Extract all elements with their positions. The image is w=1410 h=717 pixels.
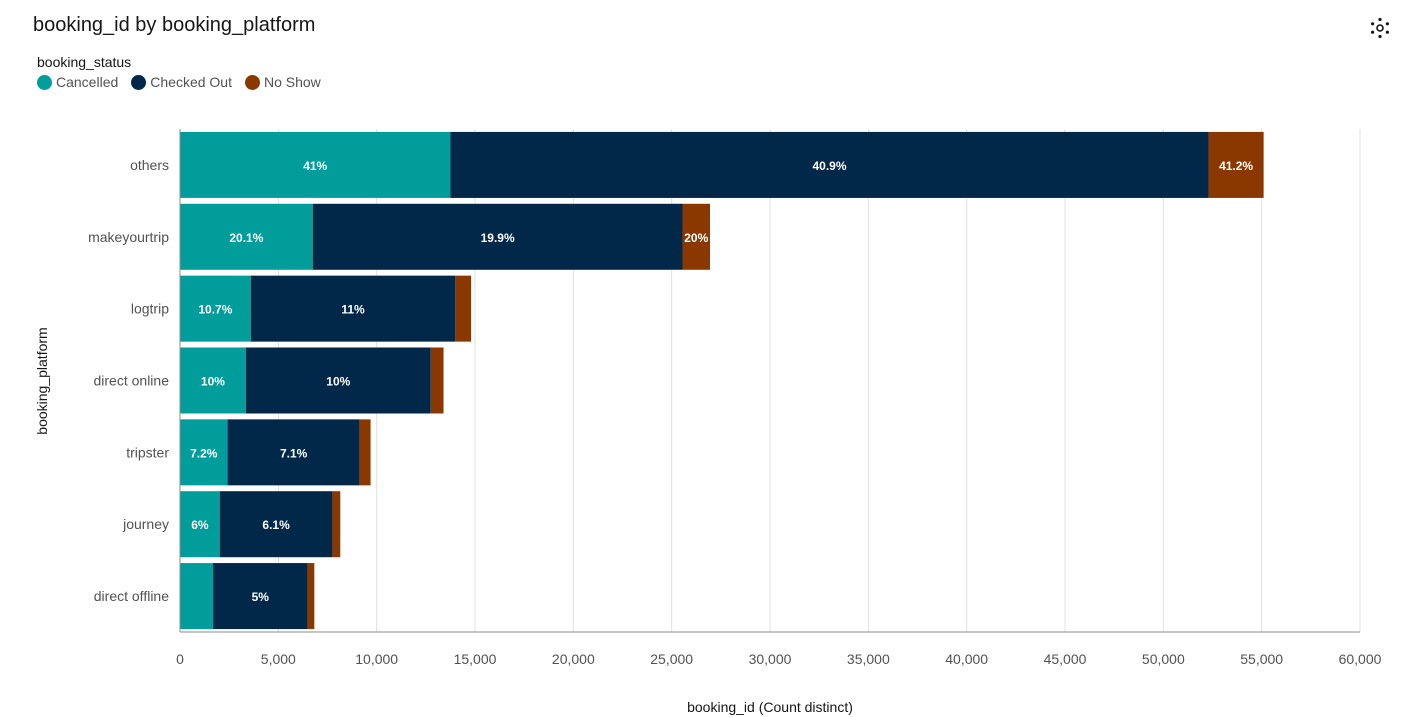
legend-title: booking_status (37, 54, 132, 70)
bar-journey-no-show[interactable] (332, 491, 341, 558)
x-tick-label: 40,000 (945, 651, 988, 667)
legend-item-checked-out[interactable]: Checked Out (131, 74, 232, 90)
data-label-tripster-checked-out: 7.1% (280, 446, 308, 460)
x-tick-label: 50,000 (1142, 651, 1185, 667)
legend-label-checked-out: Checked Out (150, 74, 232, 90)
y-tick-label-direct-online: direct online (94, 373, 170, 389)
y-tick-label-others: others (130, 157, 169, 173)
legend-label-no-show: No Show (263, 74, 321, 90)
bar-direct-offline-cancelled[interactable] (180, 563, 214, 630)
legend-swatch-no-show (244, 74, 260, 90)
y-tick-label-logtrip: logtrip (131, 301, 169, 317)
data-label-journey-cancelled: 6% (191, 518, 209, 532)
data-label-direct-offline-checked-out: 5% (252, 590, 270, 604)
x-tick-label: 35,000 (847, 651, 890, 667)
y-tick-label-direct-offline: direct offline (94, 588, 169, 604)
x-tick-label: 5,000 (261, 651, 296, 667)
bar-others-no-show[interactable] (1208, 131, 1264, 198)
data-label-others-no-show: 41.2% (1219, 159, 1253, 173)
data-label-others-checked-out: 40.9% (812, 159, 846, 173)
bar-makeyourtrip-no-show[interactable] (682, 203, 711, 270)
x-tick-label: 25,000 (650, 651, 693, 667)
legend-item-cancelled[interactable]: Cancelled (37, 74, 118, 90)
bar-tripster-checked-out[interactable] (227, 419, 360, 486)
x-tick-label: 0 (176, 651, 184, 667)
y-axis-label: booking_platform (34, 327, 50, 434)
bar-makeyourtrip-cancelled[interactable] (180, 203, 313, 270)
bar-direct-offline-checked-out[interactable] (213, 563, 308, 630)
bar-logtrip-no-show[interactable] (455, 275, 472, 342)
bar-direct-online-no-show[interactable] (430, 347, 444, 414)
data-label-tripster-cancelled: 7.2% (190, 446, 218, 460)
bar-logtrip-checked-out[interactable] (250, 275, 456, 342)
x-tick-label: 45,000 (1044, 651, 1087, 667)
x-axis-label: booking_id (Count distinct) (687, 699, 853, 715)
data-label-makeyourtrip-cancelled: 20.1% (229, 231, 263, 245)
data-label-direct-online-cancelled: 10% (201, 375, 225, 389)
x-tick-label: 15,000 (454, 651, 497, 667)
y-tick-label-journey: journey (122, 516, 169, 532)
axes: 0 5,000 10,000 15,000 20,000 25,000 30,000 35,0… (88, 129, 1382, 667)
legend-item-no-show[interactable]: No Show (244, 74, 321, 90)
legend-swatch-cancelled (37, 74, 52, 90)
data-label-direct-online-checked-out: 10% (326, 375, 350, 389)
data-label-others-cancelled: 41% (303, 159, 327, 173)
bar-direct-online-cancelled[interactable] (180, 347, 246, 414)
bars: 41% 40.9% 41.2% 20.1% 19.9% 20% 10.7% 11% 10% 10%… (180, 131, 1264, 630)
legend: Cancelled Checked Out No Show (37, 74, 334, 90)
bar-logtrip-cancelled[interactable] (180, 275, 251, 342)
x-tick-label: 30,000 (749, 651, 792, 667)
data-label-makeyourtrip-no-show: 20% (684, 231, 708, 245)
bar-tripster-no-show[interactable] (359, 419, 371, 486)
bar-makeyourtrip-checked-out[interactable] (312, 203, 683, 270)
chart-title: booking_id by booking_platform (33, 14, 316, 36)
data-label-logtrip-cancelled: 10.7% (198, 303, 232, 317)
x-tick-label: 55,000 (1240, 651, 1283, 667)
bar-others-checked-out[interactable] (450, 131, 1209, 198)
bar-others-cancelled[interactable] (180, 131, 451, 198)
settings-gear-icon[interactable] (1368, 16, 1392, 40)
data-label-logtrip-checked-out: 11% (341, 303, 365, 317)
data-label-makeyourtrip-checked-out: 19.9% (481, 231, 515, 245)
y-tick-label-tripster: tripster (126, 444, 169, 460)
bar-tripster-cancelled[interactable] (180, 419, 228, 486)
bar-direct-offline-no-show[interactable] (307, 563, 315, 630)
x-tick-label: 60,000 (1339, 651, 1382, 667)
x-tick-label: 20,000 (552, 651, 595, 667)
x-tick-label: 10,000 (355, 651, 398, 667)
data-label-journey-checked-out: 6.1% (262, 518, 290, 532)
y-tick-label-makeyourtrip: makeyourtrip (88, 229, 169, 245)
bar-journey-cancelled[interactable] (180, 491, 220, 558)
legend-label-cancelled: Cancelled (56, 74, 119, 90)
bar-journey-checked-out[interactable] (219, 491, 333, 558)
bar-direct-online-checked-out[interactable] (245, 347, 431, 414)
legend-swatch-checked-out (131, 74, 147, 90)
